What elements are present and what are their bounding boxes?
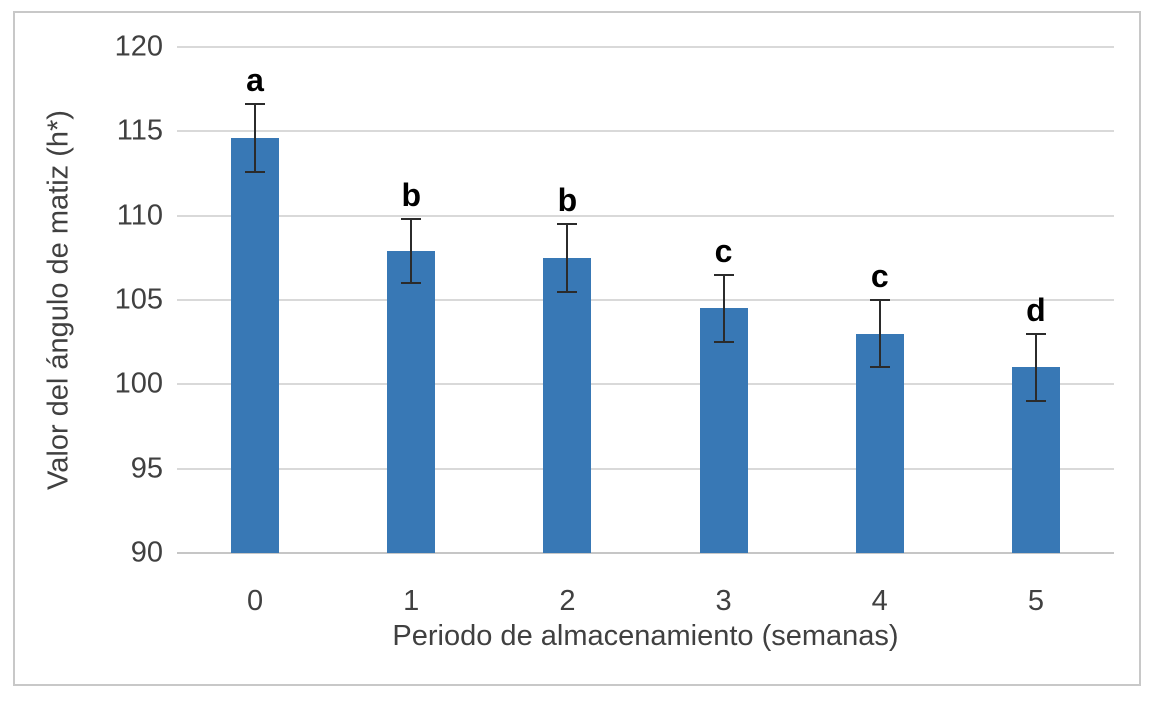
x-tick-label: 4 (871, 585, 888, 617)
y-tick-label: 115 (116, 114, 163, 147)
error-bar-cap-bottom (245, 170, 266, 173)
error-bar-cap-top (245, 103, 266, 106)
y-tick-label: 95 (130, 452, 163, 485)
x-tick-label: 1 (403, 585, 420, 617)
error-bar-line (878, 300, 881, 368)
bar (855, 333, 904, 553)
bar (699, 308, 748, 553)
significance-letter: b (557, 182, 578, 219)
significance-letter: c (714, 232, 733, 269)
bar (231, 138, 280, 553)
y-tick-label: 110 (116, 199, 163, 232)
error-bar-cap-top (557, 223, 578, 226)
error-bar-cap-top (713, 273, 734, 276)
error-bar-line (1034, 333, 1037, 402)
gridline (177, 299, 1114, 301)
significance-letter: b (401, 177, 422, 214)
y-tick-label: 120 (114, 30, 163, 63)
error-bar-line (722, 274, 725, 343)
y-axis-tick-labels: 90 95 100 105 110 115 120 (15, 32, 163, 567)
error-bar-cap-bottom (869, 366, 890, 369)
error-bar-line (566, 224, 569, 292)
error-bar-line (254, 104, 257, 172)
plot-area: a b b c c d (177, 46, 1114, 554)
gridline (177, 130, 1114, 133)
gridline (177, 46, 1114, 48)
gridline (177, 383, 1114, 386)
x-tick-label: 2 (559, 585, 576, 617)
bar (543, 257, 592, 553)
bar (387, 251, 436, 553)
x-tick-label: 3 (715, 585, 732, 617)
y-tick-label: 90 (130, 536, 163, 569)
y-tick-label: 100 (114, 367, 163, 400)
error-bar-cap-bottom (713, 341, 734, 344)
error-bar-cap-top (1025, 332, 1046, 335)
x-axis-tick-labels: 0 1 2 3 4 5 (177, 575, 1114, 617)
x-tick-label: 5 (1027, 585, 1044, 617)
x-tick-label: 0 (247, 585, 264, 617)
y-tick-label: 105 (114, 283, 163, 316)
significance-letter: a (246, 62, 264, 99)
error-bar-cap-bottom (557, 290, 578, 293)
y-axis-title: Valor del ángulo de matiz (h*) (42, 110, 75, 490)
error-bar-cap-bottom (1025, 400, 1046, 403)
gridline (177, 467, 1114, 470)
error-bar-cap-top (869, 299, 890, 301)
error-bar-line (410, 219, 413, 284)
significance-letter: d (1026, 291, 1046, 328)
error-bar-cap-top (401, 218, 422, 221)
x-axis-line (177, 552, 1114, 554)
significance-letter: c (870, 258, 889, 294)
error-bar-cap-bottom (401, 282, 422, 285)
chart-frame: 90 95 100 105 110 115 120 a b b c c d 0 1 2 3 4 5 Valor … (13, 11, 1141, 686)
x-axis-title: Periodo de almacenamiento (semanas) (392, 620, 899, 652)
gridline (177, 214, 1114, 217)
